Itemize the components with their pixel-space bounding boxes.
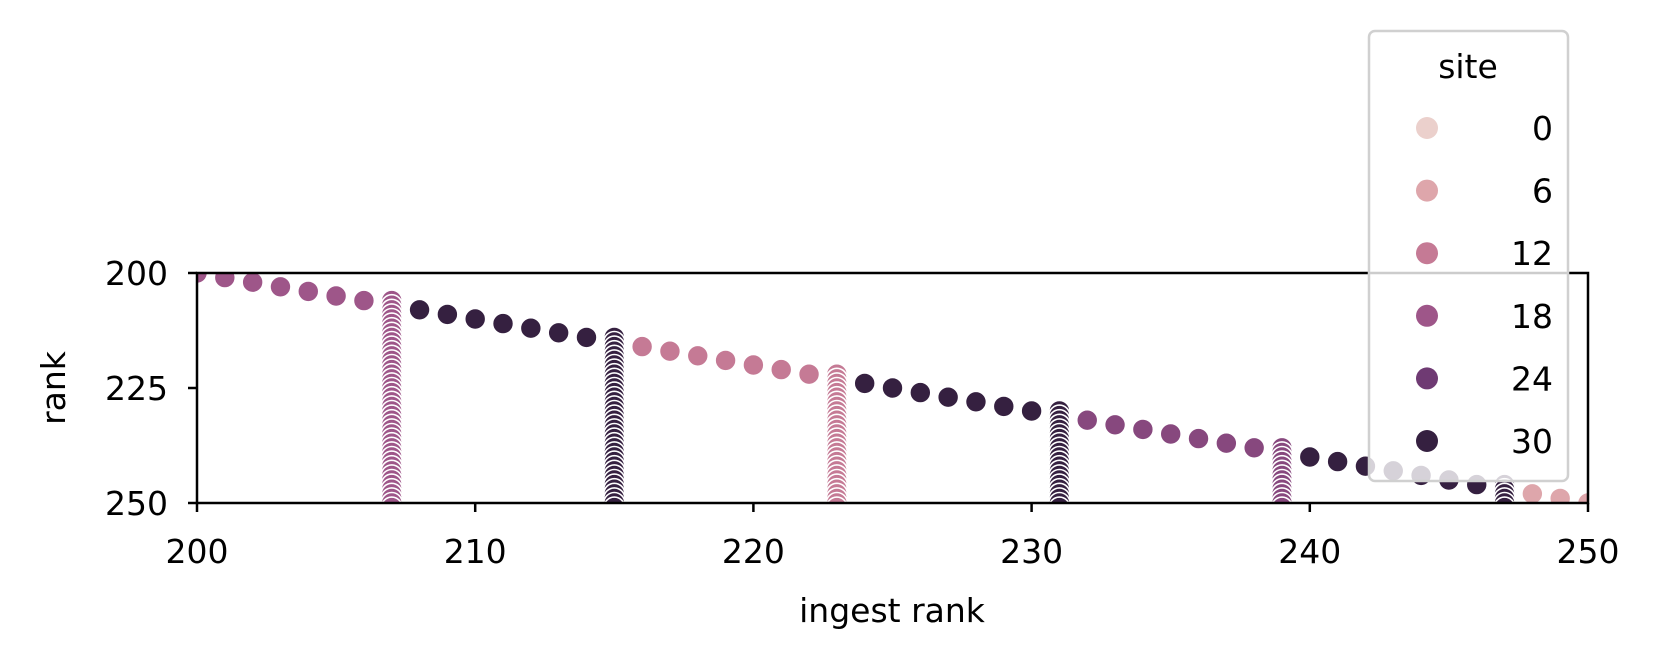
data-point <box>742 353 765 377</box>
data-point <box>463 307 487 331</box>
data-point <box>408 298 431 322</box>
data-point <box>1298 445 1322 469</box>
data-point <box>1131 418 1155 441</box>
data-point <box>575 326 598 349</box>
x-tick-label: 230 <box>1000 532 1063 571</box>
data-point <box>547 321 570 345</box>
legend-marker <box>1416 242 1438 265</box>
legend-marker <box>1416 367 1438 390</box>
legend-label: 0 <box>1532 109 1553 148</box>
legend-label: 12 <box>1511 234 1553 273</box>
data-point <box>630 335 654 358</box>
legend-title: site <box>1438 47 1498 86</box>
data-point <box>909 381 932 404</box>
x-tick-label: 200 <box>166 532 229 571</box>
x-tick-label: 220 <box>722 532 785 571</box>
data-point <box>352 289 376 312</box>
data-point <box>491 312 515 335</box>
legend-box <box>1367 29 1570 483</box>
data-point <box>1242 436 1266 460</box>
data-point <box>1048 496 1071 504</box>
y-tick-label: 250 <box>105 484 168 523</box>
y-axis-title: rank <box>34 350 73 425</box>
data-point <box>1521 482 1544 504</box>
data-point <box>324 284 348 308</box>
y-axis: 200 225 250 <box>105 254 197 523</box>
data-point <box>241 272 264 294</box>
legend-label: 24 <box>1511 359 1553 398</box>
y-tick-label: 225 <box>105 369 168 408</box>
data-point <box>519 316 543 340</box>
data-point <box>603 496 626 504</box>
data-point <box>797 362 821 386</box>
x-axis: 200 210 220 230 240 250 <box>166 503 1620 571</box>
legend-marker <box>1416 179 1438 202</box>
data-point <box>1159 422 1182 446</box>
legend-marker <box>1416 117 1438 139</box>
data-point <box>1075 408 1099 432</box>
data-point <box>658 339 682 363</box>
data-point <box>1326 450 1349 473</box>
data-point <box>881 376 904 400</box>
legend: site 0 6 12 18 24 30 <box>1367 29 1570 483</box>
legend-label: 18 <box>1511 297 1553 336</box>
data-point <box>1103 413 1127 437</box>
data-point <box>1548 487 1572 504</box>
x-tick-label: 250 <box>1557 532 1620 571</box>
legend-label: 30 <box>1511 422 1553 461</box>
data-point <box>714 349 737 372</box>
data-point <box>769 358 793 381</box>
data-point <box>269 275 292 299</box>
data-point <box>826 496 848 504</box>
y-tick-label: 200 <box>105 254 168 293</box>
data-point <box>686 344 710 368</box>
data-point <box>1215 431 1238 455</box>
x-tick-label: 210 <box>444 532 507 571</box>
data-point <box>381 496 403 504</box>
legend-marker <box>1416 304 1438 327</box>
data-point <box>296 280 320 303</box>
legend-marker <box>1416 430 1438 452</box>
data-point <box>853 372 876 395</box>
legend-label: 6 <box>1532 172 1553 211</box>
data-point <box>964 390 988 414</box>
data-point <box>436 303 459 326</box>
data-point <box>992 395 1016 418</box>
data-point <box>213 272 237 289</box>
x-tick-label: 240 <box>1278 532 1341 571</box>
data-point <box>936 385 960 409</box>
data-point <box>1271 496 1293 504</box>
data-point <box>1020 399 1043 423</box>
x-axis-title: ingest rank <box>799 591 986 630</box>
data-point <box>1493 496 1516 504</box>
data-point <box>1187 427 1210 450</box>
data-points <box>196 272 1589 504</box>
